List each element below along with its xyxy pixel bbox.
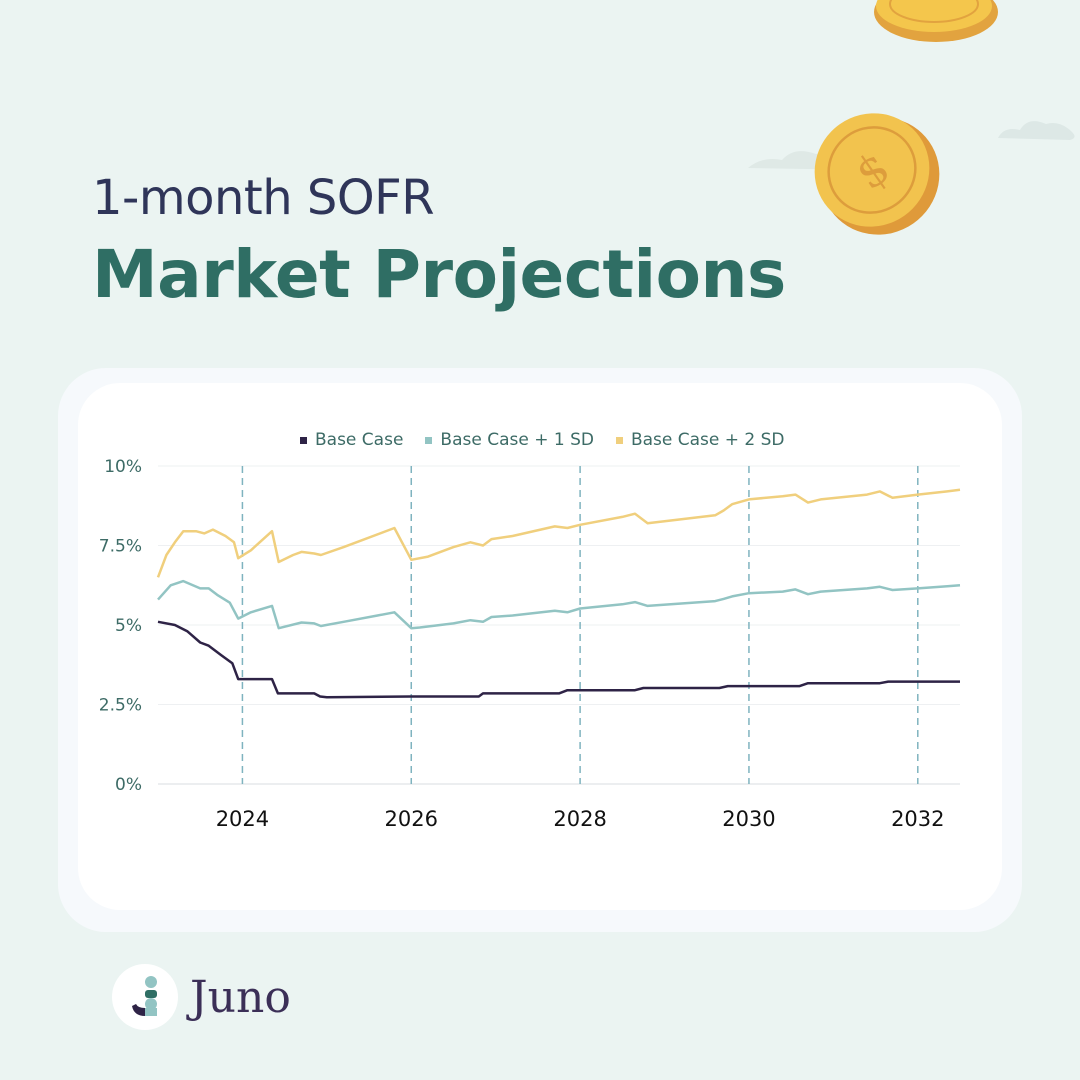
legend-swatch [300, 436, 307, 444]
y-tick-label: 2.5% [99, 696, 142, 716]
brand-name: Juno [190, 971, 291, 1023]
legend-item-base-case-2sd: Base Case + 2 SD [615, 430, 785, 450]
cloud-icon [998, 121, 1075, 140]
x-tick-label: 2024 [216, 807, 269, 831]
series-line-2 [157, 579, 961, 630]
x-tick-label: 2026 [385, 807, 438, 831]
coin-top-icon [874, 0, 998, 42]
dollar-coin-icon: $ [814, 113, 940, 235]
legend-swatch [425, 436, 433, 444]
legend-item-base-case-1sd: Base Case + 1 SD [425, 430, 594, 450]
juno-logo-icon [112, 964, 178, 1030]
x-tick-label: 2032 [891, 807, 944, 831]
y-tick-label: 0% [115, 775, 142, 795]
legend-item-base-case: Base Case [300, 430, 403, 450]
y-tick-label: 5% [115, 616, 142, 636]
legend-swatch [615, 436, 623, 444]
page-subtitle: 1-month SOFR [92, 170, 435, 226]
series-line-1 [157, 620, 960, 699]
series-line-3 [156, 488, 961, 578]
chart-card [78, 383, 1002, 910]
legend-label: Base Case + 2 SD [630, 430, 785, 450]
legend-label: Base Case + 1 SD [440, 430, 594, 450]
x-tick-label: 2030 [722, 807, 775, 831]
y-tick-label: 10% [104, 457, 142, 477]
chart-legend: Base Case Base Case + 1 SD Base Case + 2… [300, 430, 785, 450]
y-tick-label: 7.5% [99, 537, 142, 557]
brand-logo: Juno [112, 964, 291, 1030]
legend-label: Base Case [315, 430, 404, 450]
x-tick-label: 2028 [553, 807, 606, 831]
page-title: Market Projections [92, 236, 786, 313]
